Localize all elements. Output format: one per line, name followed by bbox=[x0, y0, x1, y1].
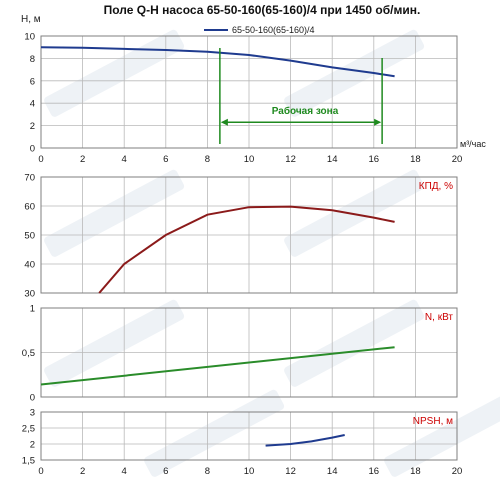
x-tick-label: 0 bbox=[38, 466, 43, 477]
x-tick-label: 10 bbox=[244, 154, 255, 165]
x-tick-label: 6 bbox=[163, 466, 168, 477]
x-tick-label: 14 bbox=[327, 466, 338, 477]
watermark-stamp bbox=[144, 389, 285, 477]
y-axis-label: H, м bbox=[21, 14, 41, 25]
y-tick-label: 0,5 bbox=[22, 348, 35, 359]
work-zone: Рабочая зона bbox=[219, 48, 383, 144]
y-tick-label: 3 bbox=[30, 408, 35, 419]
x-tick-label: 12 bbox=[285, 466, 296, 477]
x-tick-label: 8 bbox=[205, 466, 210, 477]
x-tick-label: 12 bbox=[285, 154, 296, 165]
y-axis-label: NPSH, м bbox=[413, 416, 453, 427]
panel-kpd: 30 40 50 60 70 КПД, % bbox=[24, 173, 458, 300]
panel-frame bbox=[40, 176, 458, 294]
x-tick-label: 8 bbox=[205, 154, 210, 165]
legend: 65-50-160(65-160)/4 bbox=[204, 25, 315, 35]
watermark-stamp bbox=[44, 169, 185, 257]
x-tick-label: 16 bbox=[369, 154, 380, 165]
y-tick-label: 4 bbox=[30, 99, 35, 110]
panel-frame bbox=[40, 35, 458, 149]
work-zone-arrowhead bbox=[374, 118, 382, 126]
x-tick-label: 16 bbox=[369, 466, 380, 477]
x-tick-label: 0 bbox=[38, 154, 43, 165]
x-tick-label: 4 bbox=[122, 466, 127, 477]
y-axis-label: N, кВт bbox=[425, 312, 453, 323]
watermark-stamp bbox=[284, 29, 425, 117]
series-line-power bbox=[40, 346, 395, 386]
y-tick-label: 0 bbox=[30, 144, 35, 155]
series-line-kpd bbox=[98, 205, 395, 294]
y-tick-label: 8 bbox=[30, 54, 35, 65]
legend-label: 65-50-160(65-160)/4 bbox=[232, 25, 315, 35]
panel-qh: 0 2 4 6 8 10 H, м 0 2 4 6 8 10 12 14 16 18 20 Рабочая зона… bbox=[21, 14, 486, 165]
y-tick-label: 2 bbox=[30, 121, 35, 132]
y-tick-label: 0 bbox=[30, 393, 35, 404]
panel-npsh: 1,5 2 2,5 3 NPSH, м 0 2 4 6 8 10 12 14 16 18 20 bbox=[22, 408, 463, 478]
x-axis-label: м³/час bbox=[460, 139, 486, 149]
x-tick-label: 2 bbox=[80, 466, 85, 477]
watermark-stamp bbox=[44, 299, 185, 387]
watermark-stamp bbox=[44, 29, 185, 117]
x-tick-label: 10 bbox=[244, 466, 255, 477]
y-tick-label: 1 bbox=[30, 304, 35, 315]
y-tick-label: 50 bbox=[24, 231, 35, 242]
y-tick-label: 60 bbox=[24, 202, 35, 213]
work-zone-label: Рабочая зона bbox=[272, 105, 339, 117]
y-tick-label: 2 bbox=[30, 440, 35, 451]
y-tick-label: 6 bbox=[30, 76, 35, 87]
y-axis-label: КПД, % bbox=[419, 181, 453, 192]
x-tick-label: 4 bbox=[122, 154, 127, 165]
y-tick-label: 1,5 bbox=[22, 456, 35, 467]
panel-frame bbox=[40, 411, 458, 461]
series-line-npsh bbox=[265, 434, 345, 447]
watermark-group bbox=[44, 29, 500, 477]
y-tick-label: 40 bbox=[24, 260, 35, 271]
x-tick-label: 6 bbox=[163, 154, 168, 165]
x-tick-label: 18 bbox=[410, 466, 421, 477]
y-tick-label: 30 bbox=[24, 289, 35, 300]
y-tick-label: 10 bbox=[24, 32, 35, 43]
panel-power: 0 0,5 1 N, кВт bbox=[22, 304, 458, 404]
watermark-stamp bbox=[284, 299, 425, 387]
x-tick-label: 2 bbox=[80, 154, 85, 165]
watermark-stamp bbox=[384, 389, 500, 477]
panel-frame bbox=[40, 307, 458, 398]
x-tick-label: 14 bbox=[327, 154, 338, 165]
x-tick-label: 18 bbox=[410, 154, 421, 165]
y-tick-label: 70 bbox=[24, 173, 35, 184]
chart-title: Поле Q-H насоса 65-50-160(65-160)/4 при … bbox=[104, 3, 421, 17]
x-tick-label: 20 bbox=[452, 154, 463, 165]
y-tick-label: 2,5 bbox=[22, 424, 35, 435]
x-tick-label: 20 bbox=[452, 466, 463, 477]
series-line-qh bbox=[40, 46, 395, 78]
work-zone-arrowhead bbox=[220, 118, 228, 126]
